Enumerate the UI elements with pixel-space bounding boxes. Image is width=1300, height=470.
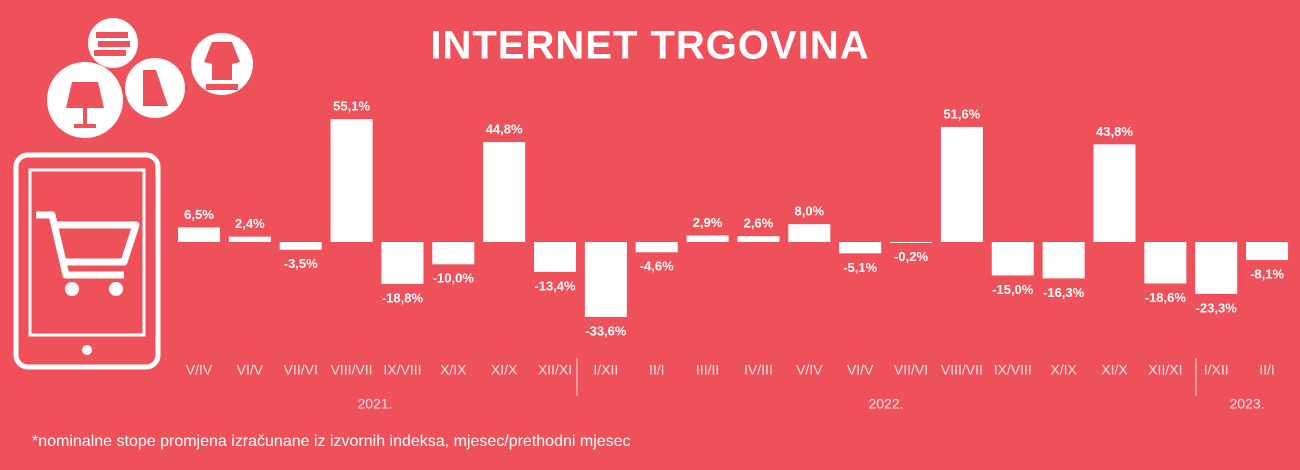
- bar: [1093, 144, 1136, 242]
- bar: [1042, 242, 1085, 279]
- year-label: 2022.: [868, 396, 903, 412]
- bar: [228, 236, 271, 242]
- x-tick-label: VIII/VII: [941, 362, 983, 378]
- value-label: 8,0%: [794, 204, 824, 219]
- bar: [991, 242, 1034, 276]
- value-label: 2,6%: [744, 216, 774, 231]
- cart: [36, 211, 140, 279]
- year-label: 2023.: [1229, 396, 1264, 412]
- x-tick-label: X/IX: [1050, 362, 1077, 378]
- footnote: *nominalne stope promjena izračunane iz …: [32, 433, 631, 450]
- x-tick-label: I/XII: [593, 362, 618, 378]
- tablet-screen: [28, 168, 146, 337]
- bar: [279, 242, 322, 250]
- icons: [13, 18, 253, 370]
- value-label: -4,6%: [640, 259, 674, 274]
- bar: [534, 242, 577, 272]
- value-label: 2,4%: [235, 216, 265, 231]
- bar: [686, 235, 729, 242]
- value-label: -0,2%: [894, 249, 928, 264]
- value-label: -5,1%: [843, 260, 877, 275]
- value-label: -3,5%: [284, 256, 318, 271]
- x-tick-label: XII/XI: [1148, 362, 1182, 378]
- bar: [178, 227, 220, 242]
- iron: [143, 70, 168, 106]
- x-tick-label: IX/VIII: [994, 362, 1032, 378]
- bar: [584, 242, 627, 317]
- bar: [483, 142, 526, 242]
- x-tick-label: XI/X: [491, 362, 518, 378]
- bar: [1144, 242, 1187, 284]
- tablet-button: [82, 345, 92, 355]
- x-tick-label: IV/III: [744, 362, 773, 378]
- books: [94, 32, 130, 56]
- shirt: [204, 42, 240, 90]
- bar: [788, 224, 831, 242]
- x-tick-label: X/IX: [440, 362, 467, 378]
- x-tick-label: V/IV: [186, 362, 213, 378]
- x-tick-label: VI/V: [237, 362, 264, 378]
- year-label: 2021.: [357, 396, 392, 412]
- x-tick-label: V/IV: [796, 362, 823, 378]
- value-label: -13,4%: [534, 278, 576, 293]
- value-label: 44,8%: [486, 122, 523, 137]
- x-tick-label: XII/XI: [538, 362, 572, 378]
- bar: [890, 242, 933, 243]
- bar: [330, 119, 373, 242]
- x-tick-label: VII/VI: [284, 362, 318, 378]
- bar: [737, 236, 780, 242]
- bar: [432, 242, 475, 265]
- x-tick-label: IX/VIII: [383, 362, 421, 378]
- lamp: [66, 82, 104, 128]
- bar: [1246, 242, 1289, 261]
- x-tick-label: I/XII: [1204, 362, 1229, 378]
- value-label: 43,8%: [1096, 124, 1133, 139]
- bar: [635, 242, 678, 253]
- value-label: 6,5%: [184, 207, 214, 222]
- x-tick-label: VII/VI: [894, 362, 928, 378]
- value-label: -15,0%: [992, 282, 1034, 297]
- value-label: -18,8%: [382, 290, 424, 305]
- value-label: 55,1%: [333, 99, 370, 114]
- cart-wheel: [109, 282, 123, 296]
- value-label: -23,3%: [1196, 300, 1238, 315]
- bar: [839, 242, 882, 254]
- value-label: -18,6%: [1145, 290, 1187, 305]
- x-tick-label: VIII/VII: [331, 362, 373, 378]
- x-tick-label: XI/X: [1101, 362, 1128, 378]
- chart-title: INTERNET TRGOVINA: [430, 24, 869, 68]
- tablet: [13, 152, 161, 370]
- value-label: -10,0%: [433, 271, 475, 286]
- value-label: 2,9%: [693, 215, 723, 230]
- bar: [940, 126, 983, 242]
- x-tick-label: III/II: [696, 362, 719, 378]
- cart-wheel: [65, 282, 79, 296]
- bar: [381, 242, 424, 284]
- value-label: -8,1%: [1250, 267, 1284, 282]
- value-label: 51,6%: [943, 106, 980, 121]
- value-label: -33,6%: [585, 323, 627, 338]
- x-tick-label: II/I: [649, 362, 665, 378]
- x-tick-label: VI/V: [847, 362, 874, 378]
- value-label: -16,3%: [1043, 285, 1085, 300]
- x-tick-label: II/I: [1259, 362, 1275, 378]
- bar: [1195, 242, 1238, 294]
